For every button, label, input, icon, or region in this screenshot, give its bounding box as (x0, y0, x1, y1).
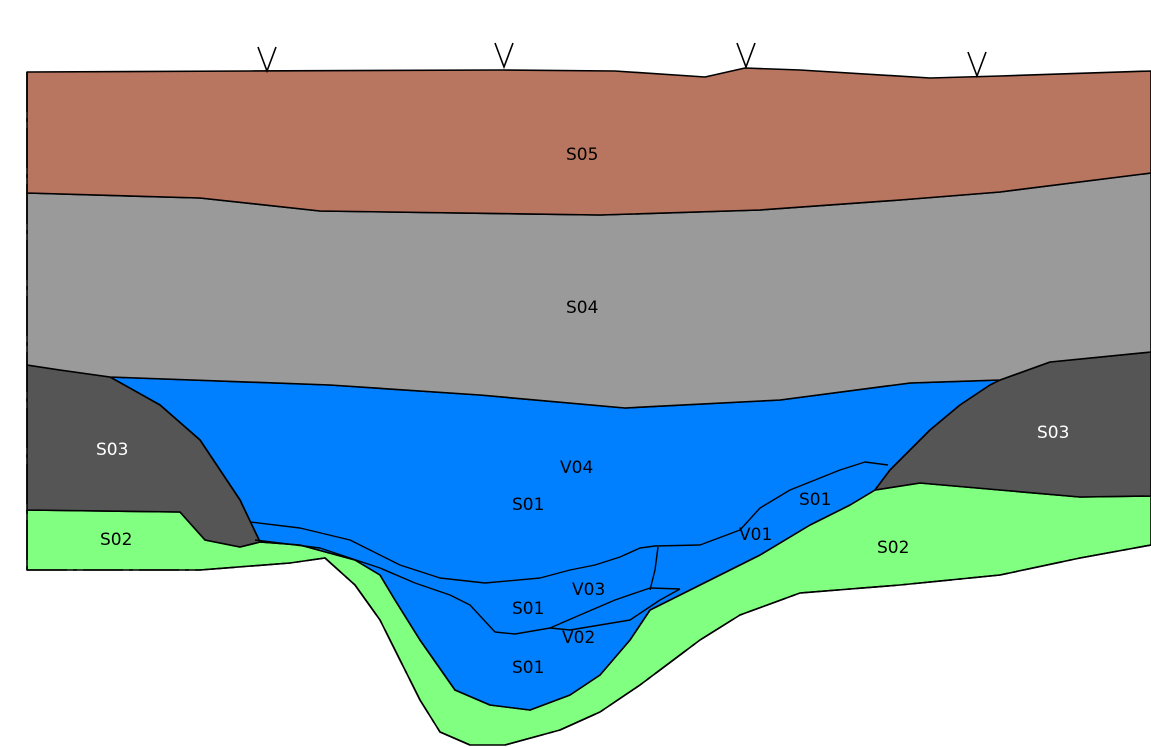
boundary-v03 (254, 539, 681, 635)
label-v01: V01 (739, 525, 772, 545)
surface-marker-4 (967, 51, 987, 79)
layer-s05 (26, 67, 1151, 216)
boundary-v02 (549, 588, 681, 631)
label-v03: V03 (572, 580, 605, 600)
dashed-base-left (27, 557, 471, 746)
label-s01-middle: S01 (512, 599, 544, 619)
label-s03-right: S03 (1037, 423, 1069, 443)
surface-marker-1 (257, 46, 277, 74)
label-s01-right: S01 (799, 490, 831, 510)
boundary-v01 (649, 546, 659, 591)
surface-marker-3 (736, 42, 756, 70)
label-s02-right: S02 (877, 538, 909, 558)
label-s05: S05 (566, 145, 598, 165)
label-s02-left: S02 (100, 530, 132, 550)
surface-markers (257, 42, 987, 79)
surface-marker-2 (494, 42, 514, 70)
label-s01-upper: S01 (512, 495, 544, 515)
label-s03-left: S03 (96, 440, 128, 460)
label-s04: S04 (566, 298, 598, 318)
label-s01-lower: S01 (512, 658, 544, 678)
label-v04: V04 (560, 458, 593, 478)
dashed-base-right (504, 544, 1151, 746)
boundary-v04-lower (249, 461, 889, 584)
label-v02: V02 (562, 628, 595, 648)
